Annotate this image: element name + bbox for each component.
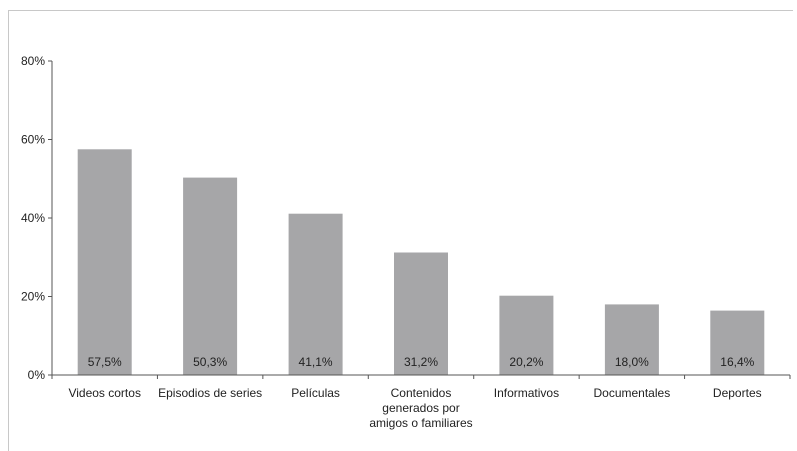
bar xyxy=(78,149,132,375)
x-category-label-line: Informativos xyxy=(494,386,559,400)
x-category-label-line: Contenidos xyxy=(391,386,452,400)
x-category-label-line: generados por xyxy=(382,401,459,415)
x-category-label-line: amigos o familiares xyxy=(369,416,472,430)
x-category-label-line: Videos cortos xyxy=(68,386,141,400)
x-category-label: Documentales xyxy=(593,386,670,400)
x-category-label-line: Deportes xyxy=(713,386,762,400)
x-category-label: Episodios de series xyxy=(158,386,262,400)
y-tick-label: 60% xyxy=(21,133,45,147)
y-tick-label: 80% xyxy=(21,54,45,68)
x-category-label: Informativos xyxy=(494,386,559,400)
bar xyxy=(183,178,237,375)
data-label: 31,2% xyxy=(404,355,438,369)
x-category-label: Contenidos generados por amigos o familiar… xyxy=(369,386,472,430)
y-tick-label: 0% xyxy=(28,368,46,382)
x-category-label-line: Documentales xyxy=(593,386,670,400)
data-label: 18,0% xyxy=(615,355,649,369)
data-label: 20,2% xyxy=(509,355,543,369)
bar xyxy=(289,214,343,375)
data-label: 41,1% xyxy=(299,355,333,369)
x-category-label-line: Episodios de series xyxy=(158,386,262,400)
x-category-label: Videos cortos xyxy=(68,386,141,400)
data-label: 16,4% xyxy=(720,355,754,369)
y-tick-label: 40% xyxy=(21,211,45,225)
x-category-label-line: Películas xyxy=(291,386,340,400)
y-tick-label: 20% xyxy=(21,290,45,304)
data-label: 50,3% xyxy=(193,355,227,369)
x-category-label: Películas xyxy=(291,386,340,400)
data-label: 57,5% xyxy=(88,355,122,369)
x-category-label: Deportes xyxy=(713,386,762,400)
